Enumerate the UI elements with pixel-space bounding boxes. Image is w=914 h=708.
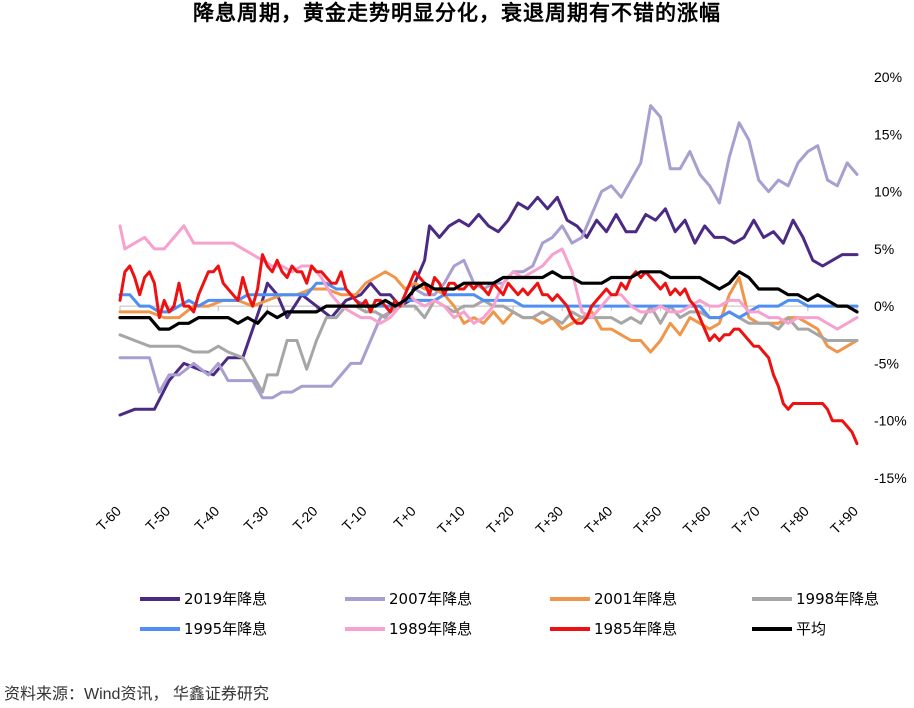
x-tick-label: T-20	[290, 503, 321, 534]
x-tick-label: T+90	[827, 503, 861, 537]
chart-title: 降息周期，黄金走势明显分化，衰退周期有不错的涨幅	[193, 0, 721, 25]
x-tick-label: T-50	[142, 503, 173, 534]
x-tick-label: T+10	[434, 503, 468, 537]
x-tick-label: T-60	[93, 503, 124, 534]
x-tick-label: T+0	[390, 503, 419, 532]
y-tick-label: 20%	[874, 69, 902, 85]
series-line-1	[118, 104, 859, 400]
source-note: 资料来源：Wind资讯， 华鑫证券研究	[4, 686, 269, 703]
series-line-4	[118, 281, 859, 320]
x-tick-label: T+20	[483, 503, 517, 537]
series-line-6	[118, 253, 859, 446]
y-tick-label: -5%	[874, 355, 899, 371]
series-line-0	[118, 195, 859, 417]
x-tick-label: T+80	[778, 503, 812, 537]
x-tick-label: T-40	[191, 503, 222, 534]
series-line-5	[118, 224, 859, 331]
series-line-7	[118, 270, 859, 331]
x-tick-label: T+70	[729, 503, 763, 537]
x-tick-label: T+30	[532, 503, 566, 537]
y-tick-label: 10%	[874, 184, 902, 200]
x-tick-label: T-10	[339, 503, 370, 534]
x-tick-label: T-30	[240, 503, 271, 534]
y-tick-label: 5%	[874, 241, 894, 257]
y-tick-label: 15%	[874, 126, 902, 142]
x-tick-label: T+50	[630, 503, 664, 537]
y-tick-label: 0%	[874, 298, 894, 314]
y-tick-label: -15%	[874, 470, 907, 486]
x-tick-label: T+60	[680, 503, 714, 537]
y-tick-label: -10%	[874, 413, 907, 429]
x-tick-label: T+40	[581, 503, 615, 537]
